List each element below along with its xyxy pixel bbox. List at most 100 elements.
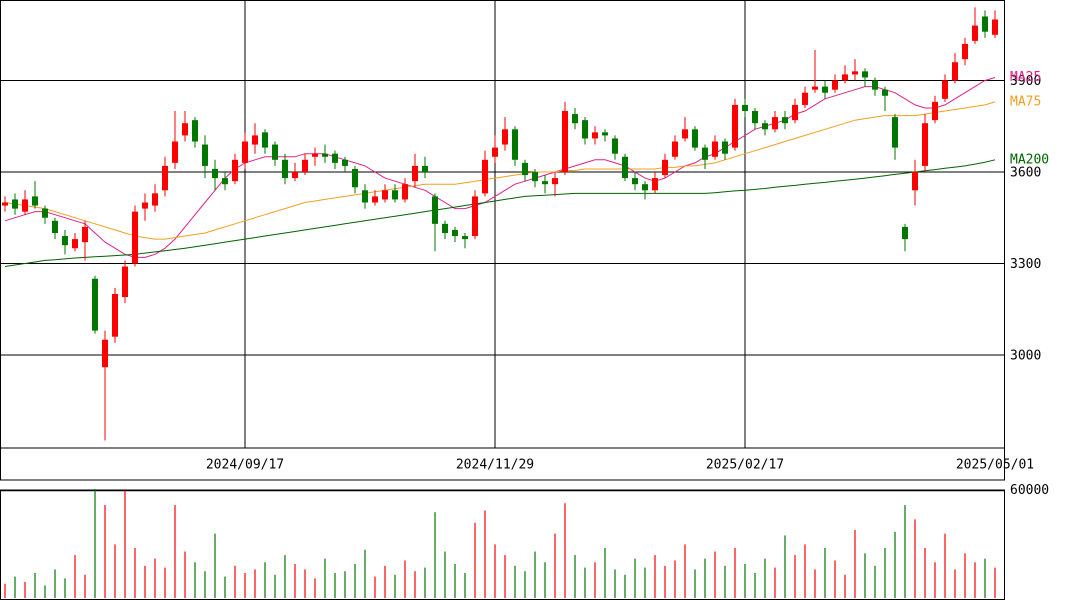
candle-body: [62, 236, 68, 246]
candle-body: [232, 159, 238, 182]
candle-body: [722, 141, 728, 154]
candle-body: [122, 266, 128, 298]
candle-body: [572, 114, 578, 124]
x-tick-label: 2024/11/29: [456, 458, 534, 473]
price-panel-frame: [0, 0, 1005, 449]
candle-body: [172, 141, 178, 163]
candle-body: [932, 101, 938, 121]
legend-label: MA75: [1010, 94, 1041, 109]
candle-body: [312, 153, 318, 157]
candle-body: [772, 117, 778, 130]
candle-body: [2, 202, 8, 206]
candle-body: [52, 220, 58, 233]
candle-body: [792, 104, 798, 121]
candle-body: [942, 80, 948, 99]
candle-body: [32, 196, 38, 206]
candle-body: [42, 208, 48, 218]
candle-body: [842, 74, 848, 81]
candle-body: [242, 141, 248, 163]
date-strip-frame: [0, 447, 1005, 481]
y-tick-label: 3300: [1010, 257, 1041, 272]
candle-body: [702, 147, 708, 160]
candle-body: [692, 129, 698, 148]
candle-body: [492, 147, 498, 157]
candle-body: [432, 196, 438, 224]
candle-body: [882, 89, 888, 96]
candle-body: [862, 71, 868, 78]
candle-body: [782, 117, 788, 124]
volume-tick-label: 60000: [1010, 483, 1049, 498]
candle-body: [612, 138, 618, 154]
candle-body: [752, 111, 758, 124]
candle-body: [632, 178, 638, 185]
candle-body: [92, 278, 98, 331]
y-tick-label: 3600: [1010, 166, 1041, 181]
candle-body: [182, 123, 188, 136]
candle-body: [442, 223, 448, 233]
candle-body: [222, 178, 228, 185]
candle-body: [592, 132, 598, 139]
candle-body: [682, 129, 688, 139]
y-tick-label: 3000: [1010, 348, 1041, 363]
x-tick-label: 2025/02/17: [706, 458, 784, 473]
candle-body: [282, 159, 288, 179]
candle-body: [532, 172, 538, 182]
candle-body: [802, 92, 808, 105]
candle-body: [22, 199, 28, 212]
candle-body: [712, 141, 718, 157]
candle-body: [622, 156, 628, 179]
ma-line: [4, 77, 996, 258]
candle-body: [502, 129, 508, 145]
candle-body: [352, 168, 358, 188]
candle-body: [192, 120, 198, 142]
candle-body: [72, 239, 78, 249]
candle-body: [852, 71, 858, 75]
candle-body: [642, 184, 648, 191]
candle-body: [602, 132, 608, 136]
legend-label: MA200: [1010, 152, 1049, 167]
candle-body: [562, 111, 568, 173]
candle-body: [482, 159, 488, 194]
candle-body: [732, 104, 738, 148]
candle-body: [102, 339, 108, 368]
candle-body: [822, 86, 828, 93]
candle-body: [142, 202, 148, 209]
candle-body: [112, 293, 118, 337]
candle-body: [982, 16, 988, 32]
ma-line: [4, 159, 996, 267]
candle-body: [362, 190, 368, 203]
candle-body: [812, 86, 818, 90]
candle-body: [962, 43, 968, 60]
x-tick-label: 2025/05/01: [956, 458, 1034, 473]
candle-body: [992, 19, 998, 35]
candle-body: [552, 178, 558, 185]
candle-body: [12, 199, 18, 209]
candle-body: [522, 162, 528, 176]
candle-body: [152, 193, 158, 206]
candle-body: [762, 123, 768, 130]
candle-body: [872, 80, 878, 90]
candle-body: [252, 135, 258, 145]
candle-body: [212, 168, 218, 179]
candle-body: [462, 236, 468, 240]
candle-body: [652, 178, 658, 191]
candle-body: [272, 144, 278, 160]
y-tick-label: 3900: [1010, 74, 1041, 89]
candle-body: [912, 172, 918, 191]
candle-body: [292, 172, 298, 179]
x-tick-label: 2024/09/17: [206, 458, 284, 473]
candle-body: [902, 226, 908, 240]
candle-body: [672, 141, 678, 157]
candle-body: [262, 132, 268, 148]
candle-body: [542, 181, 548, 185]
candle-body: [372, 196, 378, 203]
candle-body: [322, 153, 328, 157]
candle-body: [412, 165, 418, 182]
ma-line: [4, 101, 996, 240]
candle-body: [202, 144, 208, 166]
volume-panel-frame: [0, 489, 1005, 600]
candle-body: [662, 159, 668, 176]
candle-body: [452, 229, 458, 237]
candle-body: [82, 226, 88, 243]
